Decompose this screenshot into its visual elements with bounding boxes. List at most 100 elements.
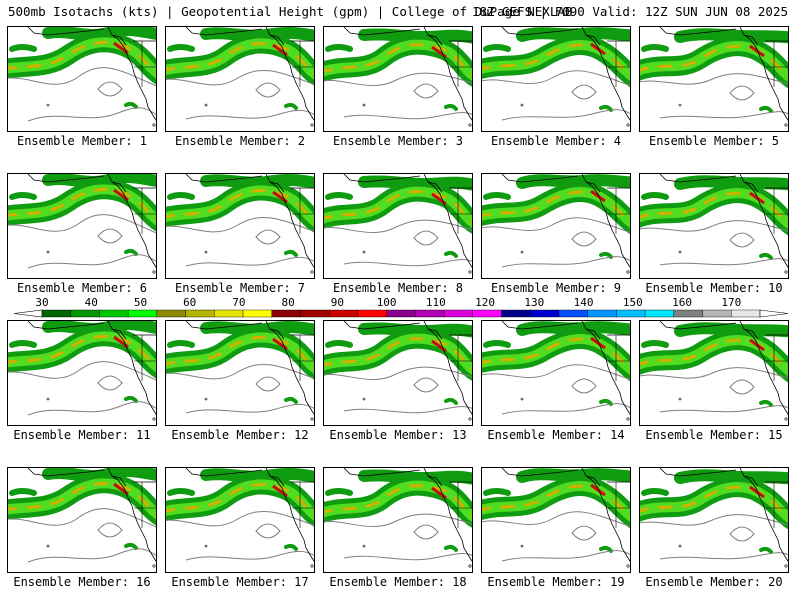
ensemble-map xyxy=(166,27,314,127)
wind-fragment xyxy=(167,44,195,52)
alaska-coastline xyxy=(343,321,421,330)
island xyxy=(362,544,366,548)
wind-fragment xyxy=(325,488,353,496)
alaska-coastline xyxy=(185,468,263,477)
ensemble-map xyxy=(324,174,472,274)
ensemble-map xyxy=(8,174,156,274)
height-contour xyxy=(185,109,314,120)
state-lines xyxy=(292,482,314,528)
alaska-coastline xyxy=(659,468,737,477)
ensemble-map-panel xyxy=(639,26,789,132)
colorbar-tick-label: 160 xyxy=(672,296,692,309)
colorbar-tick-label: 110 xyxy=(426,296,446,309)
height-contour xyxy=(640,220,788,232)
ensemble-map-panel xyxy=(165,26,315,132)
ensemble-map xyxy=(166,174,314,274)
wind-fragment xyxy=(599,545,613,553)
wind-fragment xyxy=(483,44,511,52)
height-contour xyxy=(166,69,314,86)
island xyxy=(152,564,156,568)
colorbar-segment xyxy=(443,309,473,318)
island xyxy=(678,103,682,107)
wind-fragment xyxy=(167,340,195,348)
island xyxy=(784,270,788,274)
height-contour xyxy=(324,219,472,234)
wind-fragment xyxy=(325,192,353,200)
coastline xyxy=(265,174,314,268)
colorbar-segment xyxy=(673,309,703,318)
island xyxy=(784,417,788,421)
northern-jet-band xyxy=(358,322,472,338)
ensemble-map-panel xyxy=(481,173,631,279)
coastline-detail xyxy=(743,181,759,193)
coastline xyxy=(265,468,314,562)
state-lines xyxy=(292,188,314,234)
jet-stream-core xyxy=(482,337,630,371)
ensemble-map-panel xyxy=(639,173,789,279)
height-contour-closed xyxy=(255,376,281,392)
wind-fragment xyxy=(641,488,669,496)
height-contour xyxy=(659,405,788,413)
colorbar-tick-label: 30 xyxy=(35,296,48,309)
colorbar-tick-label: 120 xyxy=(475,296,495,309)
colorbar-left-arrow xyxy=(13,309,43,318)
coastline xyxy=(581,174,630,268)
jet-stream-core xyxy=(640,338,788,372)
state-lines xyxy=(450,482,472,528)
island xyxy=(468,123,472,127)
ensemble-member-label: Ensemble Member: 14 xyxy=(487,428,625,442)
height-contour xyxy=(343,406,472,414)
wind-fragment xyxy=(759,105,773,113)
ensemble-map-panel xyxy=(481,26,631,132)
height-contour xyxy=(8,361,156,381)
island xyxy=(46,250,50,254)
height-contour-closed xyxy=(97,81,123,97)
height-contour xyxy=(166,510,314,527)
island xyxy=(520,250,524,254)
coastline-detail xyxy=(427,475,443,487)
coastline-detail xyxy=(111,181,127,193)
wind-fragment xyxy=(483,192,511,200)
northern-jet-band xyxy=(42,174,156,188)
height-contour xyxy=(185,403,314,414)
height-contour-closed xyxy=(413,524,439,540)
colorbar-tick-label: 40 xyxy=(85,296,98,309)
height-contour-closed xyxy=(413,83,439,99)
alaska-coastline xyxy=(659,321,737,330)
height-contour xyxy=(343,112,472,120)
colorbar-segment xyxy=(214,309,244,318)
wind-fragment xyxy=(284,543,298,551)
ensemble-member-label: Ensemble Member: 16 xyxy=(13,575,151,589)
ensemble-member-label: Ensemble Member: 20 xyxy=(645,575,783,589)
height-contour-closed xyxy=(729,232,755,248)
colorbar-segment xyxy=(587,309,617,318)
jet-stream-core xyxy=(166,336,314,370)
colorbar-segment xyxy=(70,309,100,318)
wind-fragment xyxy=(599,398,613,406)
northern-jet-band xyxy=(42,27,156,41)
colorbar-segment xyxy=(558,309,588,318)
ensemble-member-label: Ensemble Member: 1 xyxy=(16,134,148,148)
jet-stream-core xyxy=(8,187,156,222)
height-contour xyxy=(640,514,788,526)
alaska-coastline xyxy=(501,321,579,330)
northern-jet-band xyxy=(674,469,788,485)
alaska-coastline xyxy=(185,174,263,183)
island xyxy=(520,397,524,401)
alaska-coastline xyxy=(659,27,737,36)
ensemble-map-panel xyxy=(481,467,631,573)
height-contour-closed xyxy=(571,231,597,247)
jet-stream-core xyxy=(640,485,788,519)
coastline xyxy=(423,468,472,562)
coastline-detail xyxy=(269,181,285,193)
northern-jet-band xyxy=(674,28,788,44)
island xyxy=(626,564,630,568)
run-valid-time: 18Z GEFS | F090 Valid: 12Z SUN JUN 08 20… xyxy=(471,4,788,19)
jet-stream-core xyxy=(324,43,472,77)
island xyxy=(678,544,682,548)
wind-fragment xyxy=(759,546,773,554)
northern-jet-band xyxy=(358,28,472,44)
alaska-coastline xyxy=(659,174,737,183)
state-lines xyxy=(134,335,156,381)
height-contour-closed xyxy=(97,228,123,244)
